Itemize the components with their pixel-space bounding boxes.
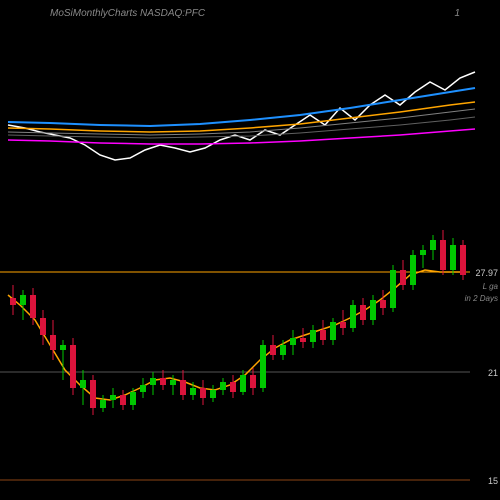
chart-annotation: L ga [483,282,498,291]
chart-svg [0,0,500,500]
chart-annotation: in 2 Days [465,294,498,303]
price-label: 21 [488,368,498,378]
price-label: 27.97 [475,268,498,278]
chart-area[interactable] [0,0,500,500]
price-label: 15 [488,476,498,486]
